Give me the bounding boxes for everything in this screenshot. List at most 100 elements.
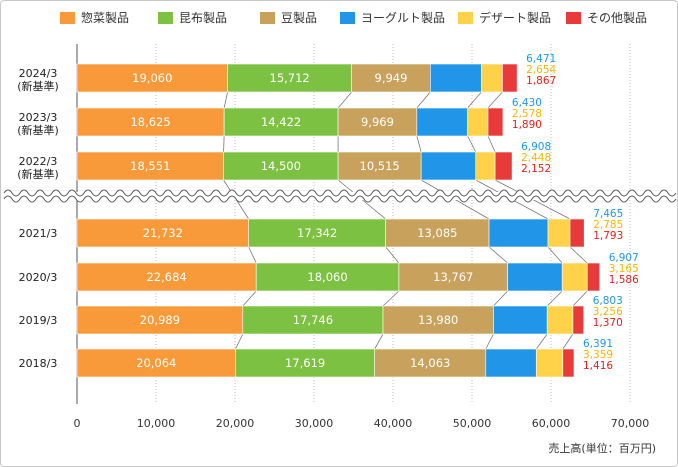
legend-label-yogurt: ヨーグルト製品: [361, 11, 446, 25]
data-label-other: 1,867: [526, 75, 556, 87]
bar-other: [502, 63, 518, 93]
category-label: 2023/3: [19, 111, 58, 124]
bar-mame: [337, 107, 418, 137]
legend-label-konbu: 昆布製品: [179, 11, 228, 25]
legend-swatch-konbu: [158, 11, 173, 24]
connector-line: [485, 333, 494, 350]
bar-other: [562, 348, 575, 378]
data-label-yogurt: 7,465: [593, 208, 623, 220]
connector-line: [488, 246, 508, 264]
connector-line: [572, 290, 588, 307]
data-label-souzai: 22,684: [146, 270, 186, 284]
bar-dessert: [546, 305, 574, 335]
bar-konbu: [223, 151, 339, 181]
legend-label-souzai: 惣菜製品: [81, 11, 130, 25]
connector-line: [242, 290, 257, 307]
category-label: 2020/3: [19, 271, 58, 284]
data-label-souzai: 20,064: [136, 356, 176, 370]
data-label-souzai: 19,060: [132, 71, 172, 85]
data-label-yogurt: 6,803: [593, 295, 623, 307]
data-label-yogurt: 6,391: [583, 338, 613, 350]
legend-item-dessert: デザート製品: [458, 9, 551, 26]
bar-konbu: [255, 262, 400, 292]
connector-line: [223, 135, 225, 153]
bar-other: [586, 262, 601, 292]
data-label-konbu: 17,619: [285, 356, 325, 370]
connector-line: [467, 135, 477, 153]
data-label-souzai: 18,551: [130, 159, 170, 173]
data-label-dessert: 3,256: [593, 306, 623, 318]
data-label-mame: 10,515: [360, 159, 400, 173]
bar-konbu: [227, 63, 352, 93]
category-label: 2018/3: [19, 357, 58, 370]
data-label-other: 1,793: [593, 230, 623, 242]
connector-line: [223, 91, 228, 109]
data-label-mame: 9,949: [375, 71, 408, 85]
bar-yogurt: [420, 151, 477, 181]
legend-label-mame: 豆製品: [281, 11, 318, 25]
x-tick-label: 70,000: [611, 417, 650, 430]
bar-mame: [398, 262, 508, 292]
category-label-note: (新基準): [17, 79, 59, 93]
bar-dessert: [535, 348, 564, 378]
bar-mame: [385, 218, 490, 248]
data-label-yogurt: 6,430: [512, 97, 542, 109]
bar-dessert: [467, 107, 489, 137]
category-label: 2024/3: [19, 67, 58, 80]
connector-line: [562, 333, 574, 350]
bar-yogurt: [485, 348, 537, 378]
category-label-note: (新基準): [17, 123, 59, 137]
x-tick-label: 20,000: [216, 417, 255, 430]
bar-konbu: [223, 107, 339, 137]
bar-other: [494, 151, 513, 181]
bar-dessert: [547, 218, 571, 248]
category-label-note: (新基準): [17, 167, 59, 181]
connector-line: [547, 246, 563, 264]
connector-line: [493, 290, 508, 307]
legend-label-other: その他製品: [587, 11, 648, 25]
x-tick-label: 60,000: [532, 417, 571, 430]
legend-item-other: その他製品: [566, 9, 647, 26]
legend-swatch-other: [566, 11, 581, 24]
bar-other: [569, 218, 585, 248]
data-label-dessert: 2,448: [521, 152, 551, 164]
connector-line: [467, 91, 482, 109]
legend-item-konbu: 昆布製品: [158, 9, 227, 26]
x-tick-label: 0: [74, 417, 81, 430]
bar-other: [487, 107, 504, 137]
bar-mame: [337, 151, 422, 181]
connector-line: [416, 135, 422, 153]
legend-label-dessert: デザート製品: [479, 11, 552, 25]
bar-souzai: [76, 262, 257, 292]
data-label-konbu: 14,422: [261, 115, 301, 129]
data-label-dessert: 2,578: [512, 108, 542, 120]
connector-line: [569, 246, 588, 264]
bar-yogurt: [507, 262, 563, 292]
bar-souzai: [76, 107, 225, 137]
x-tick-label: 30,000: [295, 417, 334, 430]
data-label-yogurt: 6,907: [609, 252, 639, 264]
connector-line: [416, 91, 431, 109]
data-label-konbu: 15,712: [270, 71, 310, 85]
bar-dessert: [475, 151, 496, 181]
category-label: 2021/3: [19, 227, 58, 240]
x-tick-label: 10,000: [137, 417, 176, 430]
data-label-dessert: 2,785: [593, 219, 623, 231]
connector-line: [382, 290, 400, 307]
data-label-other: 1,586: [609, 274, 639, 286]
bar-yogurt: [416, 107, 468, 137]
bar-mame: [382, 305, 494, 335]
connector-line: [374, 333, 384, 350]
connector-line: [487, 91, 503, 109]
bar-other: [572, 305, 585, 335]
bar-konbu: [248, 218, 386, 248]
data-label-other: 2,152: [521, 163, 551, 175]
legend-item-souzai: 惣菜製品: [60, 9, 129, 26]
data-label-konbu: 14,500: [261, 159, 301, 173]
category-label: 2019/3: [19, 314, 58, 327]
category-label: 2022/3: [19, 155, 58, 168]
data-label-other: 1,370: [593, 317, 623, 329]
x-tick-label: 50,000: [453, 417, 492, 430]
bar-souzai: [76, 63, 228, 93]
